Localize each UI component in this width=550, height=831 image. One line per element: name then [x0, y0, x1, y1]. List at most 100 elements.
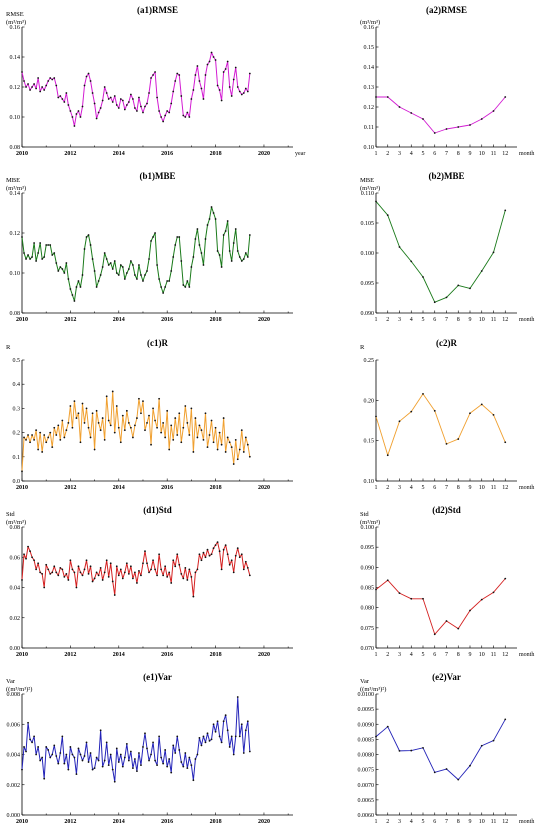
data-point: [208, 554, 211, 557]
data-point: [146, 562, 148, 565]
data-point: [140, 764, 142, 766]
series-line: [21, 52, 251, 127]
data-point: [224, 68, 227, 70]
x-tick-label: 10: [479, 151, 485, 157]
data-point: [134, 571, 136, 574]
data-point: [31, 256, 33, 258]
data-point: [57, 574, 60, 577]
data-point: [240, 429, 243, 432]
data-point: [65, 92, 68, 94]
data-point: [103, 252, 106, 254]
data-point: [73, 571, 76, 574]
data-point: [45, 441, 48, 444]
data-point: [210, 553, 213, 556]
data-point: [101, 579, 104, 581]
data-point: [95, 409, 98, 412]
data-point: [97, 574, 100, 577]
x-tick-label: 11: [491, 151, 497, 157]
data-point: [63, 272, 66, 274]
data-point: [142, 746, 144, 748]
x-tick-label: 11: [491, 819, 497, 825]
data-point: [87, 72, 90, 75]
x-tick-label: 2012: [64, 819, 76, 825]
data-point: [55, 262, 58, 264]
chart-title: (c2)R: [436, 338, 457, 348]
data-point: [113, 260, 116, 262]
data-point: [457, 778, 460, 781]
data-point: [57, 96, 60, 99]
data-point: [202, 735, 205, 738]
data-point: [156, 426, 158, 429]
data-point: [182, 284, 185, 286]
data-point: [480, 744, 483, 747]
data-point: [119, 568, 122, 571]
data-point: [224, 451, 227, 453]
x-axis-label: month: [519, 317, 534, 323]
data-point: [445, 442, 448, 445]
x-tick-label: 9: [469, 485, 472, 491]
data-point: [375, 96, 377, 98]
y-tick-label: 0.08: [10, 525, 21, 531]
data-point: [422, 118, 424, 120]
data-point: [398, 592, 401, 595]
data-point: [240, 260, 243, 262]
x-tick-label: 9: [469, 317, 472, 323]
data-point: [127, 759, 130, 762]
data-point: [71, 426, 74, 429]
data-point: [134, 424, 136, 427]
data-point: [31, 434, 33, 436]
data-point: [226, 553, 229, 556]
data-point: [115, 272, 118, 274]
data-point: [194, 417, 197, 419]
data-point: [174, 752, 177, 754]
data-point: [75, 113, 78, 115]
data-point: [27, 545, 29, 548]
y-tick-label: 0.20: [364, 398, 375, 404]
data-point: [375, 735, 377, 738]
data-point: [386, 579, 389, 582]
data-point: [103, 571, 106, 574]
data-point: [158, 735, 161, 738]
data-point: [41, 258, 44, 260]
x-tick-label: 2010: [16, 485, 28, 491]
data-point: [202, 551, 205, 554]
data-point: [99, 566, 102, 569]
data-point: [125, 743, 128, 745]
data-point: [142, 562, 144, 565]
data-point: [73, 300, 76, 302]
data-point: [59, 95, 62, 97]
x-tick-label: 5: [422, 151, 425, 157]
data-point: [25, 86, 27, 88]
data-point: [75, 773, 78, 776]
data-point: [31, 556, 33, 559]
x-tick-label: 12: [502, 819, 508, 825]
data-point: [105, 92, 108, 94]
data-point: [492, 110, 495, 112]
data-point: [196, 228, 199, 230]
data-point: [134, 107, 136, 109]
data-point: [154, 71, 156, 73]
data-point: [202, 98, 205, 100]
data-point: [67, 768, 70, 771]
data-point: [150, 443, 152, 446]
data-point: [148, 258, 150, 260]
data-point: [51, 78, 54, 81]
data-point: [398, 749, 401, 752]
data-point: [210, 206, 213, 208]
data-point: [248, 574, 251, 577]
data-point: [97, 422, 100, 424]
data-point: [204, 741, 207, 744]
data-point: [29, 89, 31, 91]
data-point: [218, 550, 221, 553]
y-tick-label: 0.085: [361, 586, 375, 592]
y-tick-label: 0.105: [361, 221, 375, 227]
data-point: [164, 565, 167, 568]
data-point: [49, 77, 52, 79]
y-axis-unit: (m³/m³): [6, 519, 26, 526]
data-point: [212, 212, 215, 214]
y-tick-label: 0.16: [364, 25, 375, 31]
data-point: [113, 431, 116, 434]
data-point: [138, 752, 140, 754]
data-point: [99, 429, 102, 432]
data-point: [230, 446, 233, 449]
